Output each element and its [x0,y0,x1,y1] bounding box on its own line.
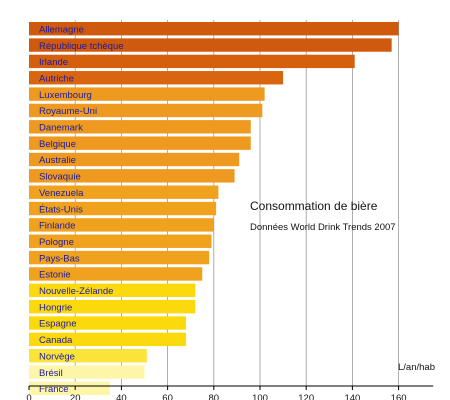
bar-label-21: Brésil [39,368,63,379]
bar-14 [29,250,210,265]
bar-label-8: Australie [39,155,76,166]
bars: Allemagne République tchèque Irlande Autric… [29,22,399,396]
x-tick-labels: 0 20 40 60 80 100 120 140 160 [26,386,407,400]
bar-13 [29,234,212,248]
bar-5 [29,103,263,118]
bar-label-17: Hongrie [39,302,72,313]
bar-label-22: France [39,384,69,395]
bar-label-4: Luxembourg [39,90,92,101]
bar-label-19: Canada [39,335,73,346]
bar-3 [29,71,284,85]
bar-label-12: Finlande [39,221,75,232]
bar-label-7: Belgique [39,139,76,150]
bar-label-13: Pologne [39,237,74,248]
bar-6 [29,120,251,134]
bar-21 [29,365,145,379]
bar-label-1: République tchèque [39,41,124,52]
bar-4 [29,87,265,101]
bar-2 [29,54,355,69]
x-tick-label-120: 120 [298,393,314,400]
chart-title: Consommation de bière [250,199,378,213]
x-tick-label-140: 140 [344,393,360,400]
bar-label-18: Espagne [39,319,77,330]
bar-22 [29,381,110,396]
bar-label-5: Royaume-Uni [39,106,97,117]
bar-label-20: Norvège [39,351,75,362]
bar-label-6: Danemark [39,123,83,134]
bar-10 [29,185,219,199]
bar-label-0: Allemagne [39,24,84,35]
bar-label-3: Autriche [39,73,74,84]
x-tick-label-80: 80 [209,393,220,400]
bar-1 [29,38,392,52]
bar-19 [29,332,187,347]
bar-label-16: Nouvelle-Zélande [39,286,113,297]
x-tick-label-0: 0 [26,393,31,400]
bar-8 [29,152,240,167]
bar-17 [29,299,196,314]
bar-11 [29,201,217,216]
bar-label-15: Estonie [39,270,71,281]
bar-label-9: Slovaquie [39,172,81,183]
bar-16 [29,283,196,297]
bar-label-14: Pays-Bas [39,253,80,264]
x-axis-unit-label: L/an/hab [398,362,435,373]
x-tick-label-100: 100 [252,393,268,400]
bar-15 [29,267,203,281]
bar-0 [29,22,399,36]
bar-7 [29,136,251,150]
bar-label-10: Venezuela [39,188,84,199]
bar-12 [29,218,214,232]
x-tick-label-60: 60 [162,393,173,400]
x-tick-label-160: 160 [391,393,407,400]
bar-9 [29,169,235,183]
x-tick-label-20: 20 [70,393,81,400]
bar-label-2: Irlande [39,57,68,68]
bar-label-11: États-Unis [39,204,83,215]
bar-18 [29,316,187,330]
chart-subtitle: Données World Drink Trends 2007 [250,222,396,233]
x-tick-label-40: 40 [116,393,127,400]
bar-20 [29,349,147,363]
